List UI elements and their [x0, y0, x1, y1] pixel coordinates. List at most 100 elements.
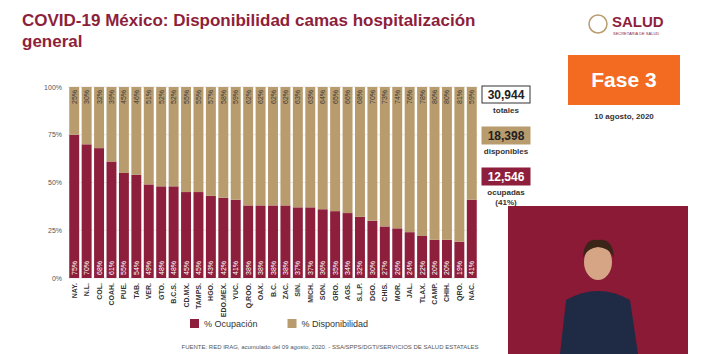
bar — [268, 205, 278, 278]
data-label: 27% — [381, 261, 388, 275]
data-label: 48% — [170, 261, 177, 275]
legend-swatch — [190, 319, 199, 328]
bar — [417, 87, 427, 236]
data-label: 73% — [381, 90, 388, 104]
x-tick-label: SON. — [319, 283, 326, 300]
y-tick-label: 100% — [44, 84, 62, 91]
data-label: 25% — [71, 90, 78, 104]
x-tick-label: YUC. — [232, 283, 239, 300]
interpreter-video — [508, 206, 688, 354]
bar — [442, 240, 452, 278]
x-tick-label: MICH. — [307, 283, 314, 303]
bar — [218, 198, 228, 278]
x-tick-label: VER. — [145, 283, 152, 299]
data-label: 49% — [145, 261, 152, 275]
x-tick-label: HGO. — [207, 283, 214, 301]
bar — [392, 87, 402, 228]
summary-value: 18,398 — [488, 129, 525, 143]
data-label: 76% — [406, 90, 413, 104]
data-label: 55% — [183, 90, 190, 104]
x-tick-label: B.C.S. — [170, 283, 177, 304]
data-label: 20% — [443, 261, 450, 275]
legend-label: % Ocupación — [204, 319, 258, 329]
data-label: 81% — [456, 90, 463, 104]
bar — [367, 221, 377, 278]
data-label: 36% — [319, 261, 326, 275]
summary-value: 30,944 — [488, 88, 525, 102]
data-label: 59% — [468, 90, 475, 104]
bar — [231, 87, 241, 200]
bar — [131, 87, 141, 175]
x-tick-label: EDO.MEX. — [220, 283, 227, 317]
data-label: 24% — [406, 261, 413, 275]
bar — [107, 161, 117, 278]
data-label: 78% — [419, 90, 426, 104]
bar — [218, 87, 228, 198]
data-labels: 75%25%70%30%68%32%61%39%55%45%54%46%49%5… — [71, 90, 476, 275]
bar — [231, 200, 241, 278]
page: COVID-19 México: Disponibilidad camas ho… — [0, 0, 704, 354]
bar — [355, 87, 365, 217]
data-label: 26% — [394, 261, 401, 275]
data-label: 66% — [344, 90, 351, 104]
data-label: 52% — [170, 90, 177, 104]
data-label: 68% — [356, 90, 363, 104]
bar — [305, 207, 315, 278]
bar — [119, 173, 129, 278]
bar — [82, 144, 92, 278]
data-label: 65% — [332, 90, 339, 104]
bar — [454, 242, 464, 278]
data-label: 46% — [133, 90, 140, 104]
data-label: 63% — [307, 90, 314, 104]
data-label: 62% — [245, 90, 252, 104]
bar — [82, 87, 92, 144]
data-label: 61% — [108, 261, 115, 275]
phase-box — [568, 55, 680, 105]
summary-sub: (41%) — [495, 198, 517, 207]
data-label: 80% — [443, 90, 450, 104]
bar — [467, 87, 477, 200]
data-label: 55% — [195, 90, 202, 104]
bar — [206, 196, 216, 278]
data-label: 45% — [120, 90, 127, 104]
phase: Fase 3 — [591, 68, 656, 91]
x-tick-label: JAL. — [406, 283, 413, 298]
bar — [268, 87, 278, 205]
bar — [454, 87, 464, 242]
data-label: 39% — [108, 90, 115, 104]
data-label: 57% — [207, 90, 214, 104]
bar — [131, 175, 141, 278]
bar — [280, 87, 290, 205]
x-tick-label: CHIH. — [443, 283, 450, 302]
data-label: 74% — [394, 90, 401, 104]
video-figure-body — [560, 291, 638, 354]
x-tick-label: QRO. — [456, 283, 464, 301]
bar — [181, 87, 191, 192]
data-label: 58% — [220, 90, 227, 104]
y-tick-label: 75% — [48, 131, 62, 138]
bar — [430, 87, 440, 240]
bar — [405, 232, 415, 278]
data-label: 70% — [83, 261, 90, 275]
x-tick-label: B.C. — [270, 283, 277, 297]
data-label: 43% — [207, 261, 214, 275]
data-label: 51% — [145, 90, 152, 104]
bar — [330, 211, 340, 278]
x-tick-label: GTO. — [158, 283, 165, 300]
summary-value: 12,546 — [488, 170, 525, 184]
bar — [107, 87, 117, 161]
data-label: 52% — [158, 90, 165, 104]
date: 10 agosto, 2020 — [594, 112, 654, 121]
data-label: 38% — [270, 261, 277, 275]
summary-box — [482, 168, 530, 185]
x-tick-label: ZAC. — [282, 283, 289, 299]
data-label: 80% — [431, 90, 438, 104]
bar — [430, 240, 440, 278]
data-label: 45% — [195, 261, 202, 275]
data-label: 55% — [120, 261, 127, 275]
summary-label: disponibles — [484, 147, 529, 156]
data-label: 38% — [245, 261, 252, 275]
bar — [417, 236, 427, 278]
bar — [305, 87, 315, 207]
data-label: 38% — [282, 261, 289, 275]
